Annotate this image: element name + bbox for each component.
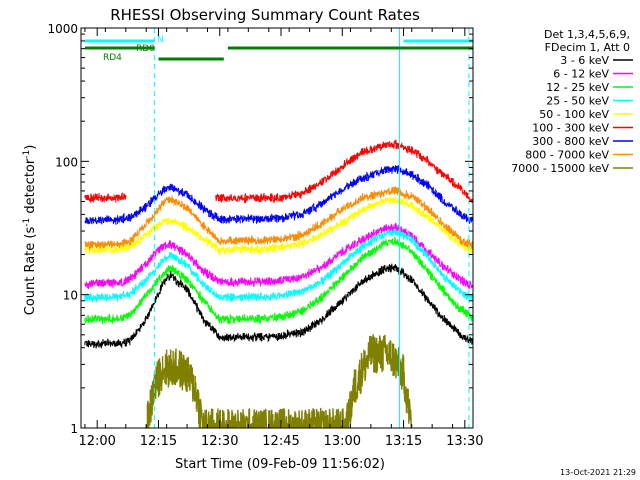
y-axis-label-close: ) [23, 145, 38, 150]
legend-header-0: Det 1,3,4,5,6,9, [544, 28, 630, 41]
x-tick-label-2: 12:30 [201, 434, 238, 449]
legend-header-1: FDecim 1, Att 0 [545, 41, 630, 54]
y-tick-label-0: 1 [70, 422, 78, 436]
legend-label-0: 3 - 6 keV [560, 54, 609, 67]
legend-label-4: 50 - 100 keV [539, 108, 609, 121]
y-tick-label-2: 100 [55, 155, 78, 169]
series-line-25-50keV [84, 227, 473, 303]
x-tick-label-3: 12:45 [262, 434, 299, 449]
plot-frame [80, 27, 474, 429]
series-line-3-6keV [84, 263, 473, 349]
legend-label-7: 800 - 7000 keV [525, 149, 609, 162]
x-tick-label-0: 12:00 [78, 434, 115, 449]
series-line-100-300keV [84, 139, 473, 204]
legend-label-2: 12 - 25 keV [546, 81, 609, 94]
y-axis-label: Count Rate (s-1 detector-1) [22, 145, 38, 316]
y-axis-label-sup-2: -1 [22, 150, 32, 159]
y-axis-label-tail: detector [23, 158, 38, 218]
legend-label-5: 100 - 300 keV [532, 122, 609, 135]
y-axis: 1 10 100 1000 [47, 22, 473, 436]
x-tick-label-6: 13:30 [446, 434, 483, 449]
legend: Det 1,3,4,5,6,9,FDecim 1, Att 03 - 6 keV… [511, 28, 633, 175]
x-tick-label-5: 13:15 [385, 434, 422, 449]
series-line-800-7000keV [84, 186, 473, 251]
legend-label-8: 7000 - 15000 keV [511, 162, 609, 175]
x-axis-label: Start Time (09-Feb-09 11:56:02) [175, 457, 385, 472]
state-label-rd0: RD0 [136, 44, 155, 54]
state-label-n: N [157, 35, 164, 45]
state-label-rd4: RD4 [103, 53, 122, 63]
legend-label-3: 25 - 50 keV [546, 95, 609, 108]
timestamp: 13-Oct-2021 21:29 [560, 468, 636, 477]
y-axis-label-main: Count Rate (s [23, 227, 38, 316]
plot-content [84, 139, 473, 428]
y-tick-label-1: 10 [63, 289, 78, 303]
series-line-50-100keV [84, 196, 473, 257]
y-tick-label-3: 1000 [47, 22, 78, 36]
legend-label-1: 6 - 12 keV [553, 68, 609, 81]
x-axis: 12:00 12:15 12:30 12:45 13:00 13:15 13:30 [78, 28, 484, 449]
x-tick-label-1: 12:15 [140, 434, 177, 449]
series-line-300-800keV [84, 165, 473, 225]
series-line-12-25keV [84, 236, 473, 325]
x-tick-label-4: 13:00 [324, 434, 361, 449]
y-axis-label-sup: -1 [22, 218, 32, 227]
series-line-7000-15000keV [145, 334, 412, 428]
chart-title: RHESSI Observing Summary Count Rates [110, 6, 420, 24]
legend-label-6: 300 - 800 keV [532, 135, 609, 148]
